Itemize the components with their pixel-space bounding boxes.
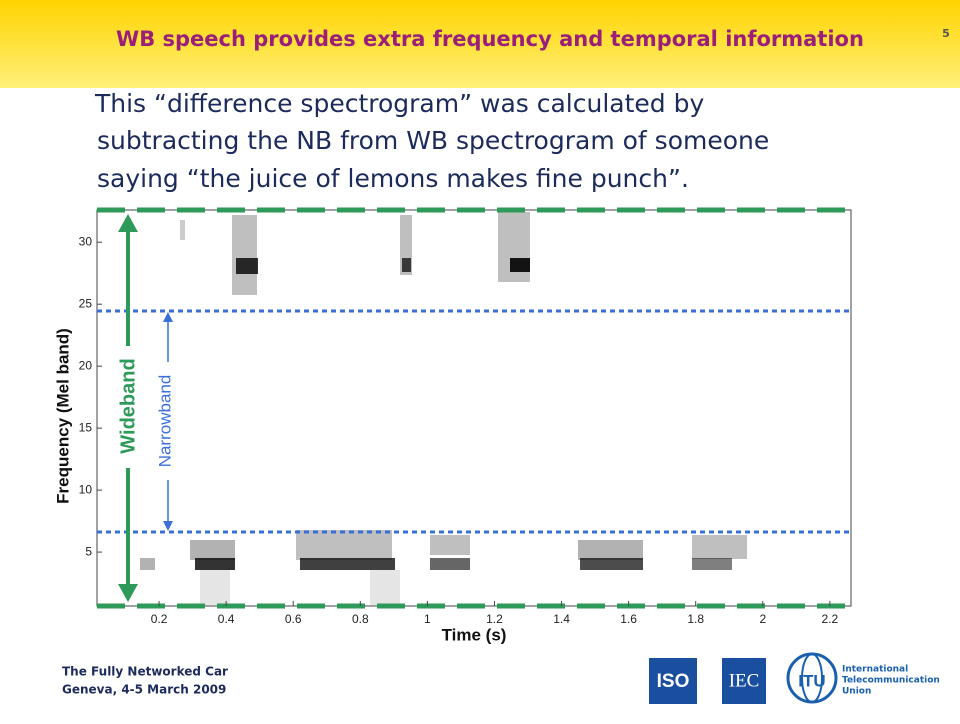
itu-name: Telecommunication <box>842 676 940 686</box>
label-bg <box>116 346 140 468</box>
narrowband-label: Narrowband <box>155 375 174 468</box>
itu-name: International <box>842 665 908 675</box>
x-tick-label: 1.4 <box>553 612 570 626</box>
plot-frame <box>96 209 852 607</box>
x-tick-label: 1 <box>424 612 431 626</box>
x-tick-label: 2 <box>759 612 766 626</box>
x-tick-label: 0.6 <box>285 612 302 626</box>
iec-text: IEC <box>729 670 760 691</box>
footer-line: The Fully Networked Car <box>62 665 228 679</box>
label-bg <box>156 362 178 480</box>
x-tick-label: 0.4 <box>218 612 235 626</box>
y-tick-label: 25 <box>79 296 93 310</box>
x-tick-label: 0.8 <box>352 612 369 626</box>
spectrogram-blobs <box>140 212 747 605</box>
x-tick-label: 1.2 <box>486 612 503 626</box>
y-tick-label: 10 <box>79 482 93 496</box>
body-line: subtracting the NB from WB spectrogram o… <box>97 126 769 155</box>
body-line: This “difference spectrogram” was calcul… <box>94 89 704 118</box>
page-number: 5 <box>942 27 950 40</box>
x-tick-label: 1.8 <box>687 612 704 626</box>
footer-line: Geneva, 4-5 March 2009 <box>62 683 226 697</box>
x-tick-label: 1.6 <box>620 612 637 626</box>
iec-logo <box>722 658 766 704</box>
x-tick-label: 2.2 <box>822 612 839 626</box>
itu-name: Union <box>842 687 871 697</box>
x-axis-label: Time (s) <box>442 625 507 644</box>
body-line: saying “the juice of lemons makes fine p… <box>97 164 689 193</box>
y-tick-label: 5 <box>85 544 92 558</box>
iso-logo <box>649 658 697 704</box>
x-tick-label: 0.2 <box>151 612 168 626</box>
slide-title: WB speech provides extra frequency and t… <box>116 27 864 51</box>
header-band <box>0 0 960 88</box>
itu-globe-meridian <box>801 653 823 703</box>
y-tick-label: 15 <box>79 420 93 434</box>
y-axis-label: Frequency (Mel band) <box>53 328 72 504</box>
wideband-label: Wideband <box>117 358 139 453</box>
spectrogram: Wideband Narrowband Time (s) Frequency (… <box>53 207 852 644</box>
y-tick-label: 20 <box>79 358 93 372</box>
iso-text: ISO <box>657 671 690 692</box>
y-tick-label: 30 <box>79 234 93 248</box>
itu-text: ITU <box>798 671 825 690</box>
